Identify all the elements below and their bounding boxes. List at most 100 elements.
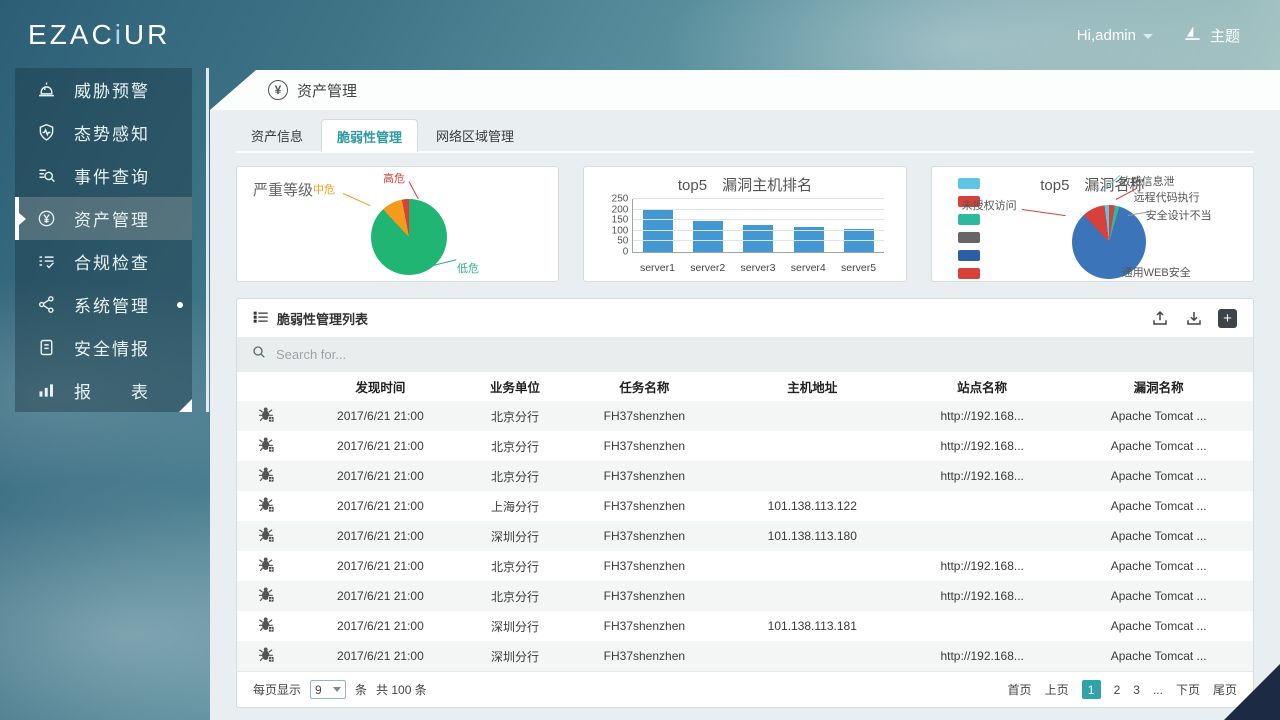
- bar-x-labels: server1 server2 server3 server4 server5: [632, 262, 883, 274]
- bar-chart-icon: [35, 380, 57, 402]
- total-label: 共 100 条: [376, 683, 427, 697]
- sidebar-item-label: 资产管理: [74, 211, 150, 230]
- y-axis-tick: 0: [622, 246, 629, 258]
- bar: [743, 224, 774, 252]
- event-search-icon: [35, 165, 57, 187]
- cell-unit: 上海分行: [491, 499, 540, 514]
- asset-yen-icon: [35, 208, 57, 230]
- search-bar: [237, 337, 1253, 372]
- upload-icon[interactable]: [1150, 308, 1170, 328]
- brand-left: EZAC: [28, 19, 115, 50]
- pie-label: 未授权访问: [961, 200, 1017, 212]
- table-row[interactable]: 2017/6/21 21:00 深圳分行 FH37shenzhen 101.138.1…: [237, 521, 1253, 551]
- sidebar-corner-handle[interactable]: [179, 399, 192, 412]
- page-link-1[interactable]: 1: [1081, 680, 1101, 699]
- brand-right: UR: [123, 19, 171, 50]
- column-header: 发现时间: [355, 381, 406, 395]
- vuln-name-card: top5 漏洞名称 未授权访问 敏感信息泄 远程代码执行 安全设计不当 通用WE…: [930, 166, 1254, 282]
- table-row[interactable]: 2017/6/21 21:00 北京分行 FH37shenzhen http://19…: [237, 461, 1253, 491]
- legend-swatch: [957, 214, 980, 225]
- sidebar-item-3[interactable]: 资产管理: [15, 197, 192, 240]
- sidebar-item-2[interactable]: 事件查询: [15, 154, 192, 197]
- cell-host: [724, 461, 900, 491]
- page-links: 首页 上页 1 2 3... 下页 尾页: [1008, 680, 1237, 699]
- bug-icon: [237, 461, 295, 491]
- host-rank-bar-chart: 0 50 100 150 200 250: [612, 194, 884, 258]
- per-page-select[interactable]: 9: [310, 680, 347, 699]
- cell-vuln: Apache Tomcat ...: [1110, 439, 1207, 453]
- y-axis-tick: 50: [617, 235, 629, 247]
- table-row[interactable]: 2017/6/21 21:00 北京分行 FH37shenzhen http://19…: [237, 431, 1253, 461]
- bug-icon: [237, 641, 295, 671]
- page-link-上页[interactable]: 上页: [1044, 683, 1069, 697]
- cell-site: http://192.168...: [940, 589, 1024, 603]
- cell-site: http://192.168...: [940, 439, 1024, 453]
- legend-swatch: [957, 232, 980, 243]
- cell-vuln: Apache Tomcat ...: [1110, 529, 1207, 543]
- cell-host: [724, 431, 900, 461]
- column-header: 漏洞名称: [1133, 381, 1184, 395]
- page-link-3[interactable]: 3: [1133, 682, 1140, 697]
- host-rank-title: top5 漏洞主机排名: [677, 177, 813, 194]
- vuln-table: 发现时间 业务单位 任务名称 主机地址 站点名称 漏洞名称 2017/6/21 21:00…: [237, 372, 1253, 671]
- pie-label: 安全设计不当: [1145, 210, 1212, 222]
- vuln-name-title: top5 漏洞名称: [1040, 177, 1145, 194]
- chevron-down-icon: [333, 687, 342, 692]
- table-row[interactable]: 2017/6/21 21:00 深圳分行 FH37shenzhen http://19…: [237, 641, 1253, 671]
- sidebar-item-6[interactable]: 安全情报: [15, 326, 192, 369]
- y-axis-tick: 100: [611, 225, 629, 237]
- add-button[interactable]: +: [1218, 308, 1237, 328]
- list-icon: [253, 309, 269, 328]
- tab-0[interactable]: 资产信息: [251, 129, 304, 144]
- theme-button[interactable]: 主题: [1183, 24, 1240, 47]
- sidebar-item-1[interactable]: 态势感知: [15, 111, 192, 154]
- sidebar-item-0[interactable]: 威胁预警: [15, 68, 192, 111]
- content-panel: ¥ 资产管理 资产信息 脆弱性管理 网络区域管理 严重等级 中危 高危 低危 top…: [210, 70, 1280, 720]
- table-body: 2017/6/21 21:00 北京分行 FH37shenzhen http://19…: [237, 401, 1253, 671]
- table-row[interactable]: 2017/6/21 21:00 深圳分行 FH37shenzhen 101.138.1…: [237, 611, 1253, 641]
- brand-logo[interactable]: EZACiUR: [28, 19, 170, 51]
- table-row[interactable]: 2017/6/21 21:00 北京分行 FH37shenzhen http://19…: [237, 551, 1253, 581]
- sidebar-item-label: 报 表: [74, 383, 150, 402]
- pie-legend: [957, 178, 980, 279]
- intel-doc-icon: [35, 337, 57, 359]
- sidebar-item-label: 合规检查: [74, 254, 150, 273]
- bar: [843, 228, 874, 252]
- tab-2[interactable]: 网络区域管理: [436, 129, 515, 144]
- cell-unit: 北京分行: [491, 469, 540, 484]
- leader-line: [408, 181, 419, 200]
- cell-vuln: Apache Tomcat ...: [1110, 499, 1207, 513]
- page-link-2[interactable]: 2: [1113, 682, 1121, 697]
- cell-unit: 北京分行: [491, 559, 540, 574]
- pie-label: 通用WEB安全: [1121, 267, 1191, 279]
- sidebar-scrollbar[interactable]: [206, 68, 209, 412]
- table-header-row: 发现时间 业务单位 任务名称 主机地址 站点名称 漏洞名称: [237, 372, 1253, 401]
- search-input[interactable]: [276, 347, 1239, 362]
- host-rank-card: top5 漏洞主机排名 0 50 100 150 200 250 server1 serve…: [583, 166, 907, 282]
- search-icon: [251, 344, 267, 365]
- cell-host: 101.138.113.180: [767, 529, 857, 543]
- pie-label: 中危: [313, 184, 335, 196]
- page-header: ¥ 资产管理: [210, 70, 1280, 110]
- pie-label: 高危: [383, 173, 405, 185]
- sidebar-item-5[interactable]: 系统管理: [15, 283, 192, 326]
- table-row[interactable]: 2017/6/21 21:00 北京分行 FH37shenzhen http://19…: [237, 401, 1253, 431]
- table-row[interactable]: 2017/6/21 21:00 上海分行 FH37shenzhen 101.138.1…: [237, 491, 1253, 521]
- sidebar-item-7[interactable]: 报 表: [15, 369, 192, 412]
- bar: [793, 226, 824, 252]
- cell-site: [900, 491, 1064, 521]
- cell-time: 2017/6/21 21:00: [337, 619, 424, 633]
- user-menu[interactable]: Hi,admin: [1077, 27, 1153, 44]
- cell-site: [900, 611, 1064, 641]
- sidebar-item-4[interactable]: 合规检查: [15, 240, 192, 283]
- bar: [693, 220, 724, 252]
- page-link-首页[interactable]: 首页: [1007, 683, 1032, 697]
- table-row[interactable]: 2017/6/21 21:00 北京分行 FH37shenzhen http://19…: [237, 581, 1253, 611]
- cell-unit: 北京分行: [491, 589, 540, 604]
- cell-unit: 深圳分行: [491, 619, 540, 634]
- tab-1[interactable]: 脆弱性管理: [321, 119, 419, 152]
- page-link-下页[interactable]: 下页: [1175, 683, 1200, 697]
- cell-host: [724, 641, 900, 671]
- download-icon[interactable]: [1184, 308, 1204, 328]
- bug-icon: [237, 431, 295, 461]
